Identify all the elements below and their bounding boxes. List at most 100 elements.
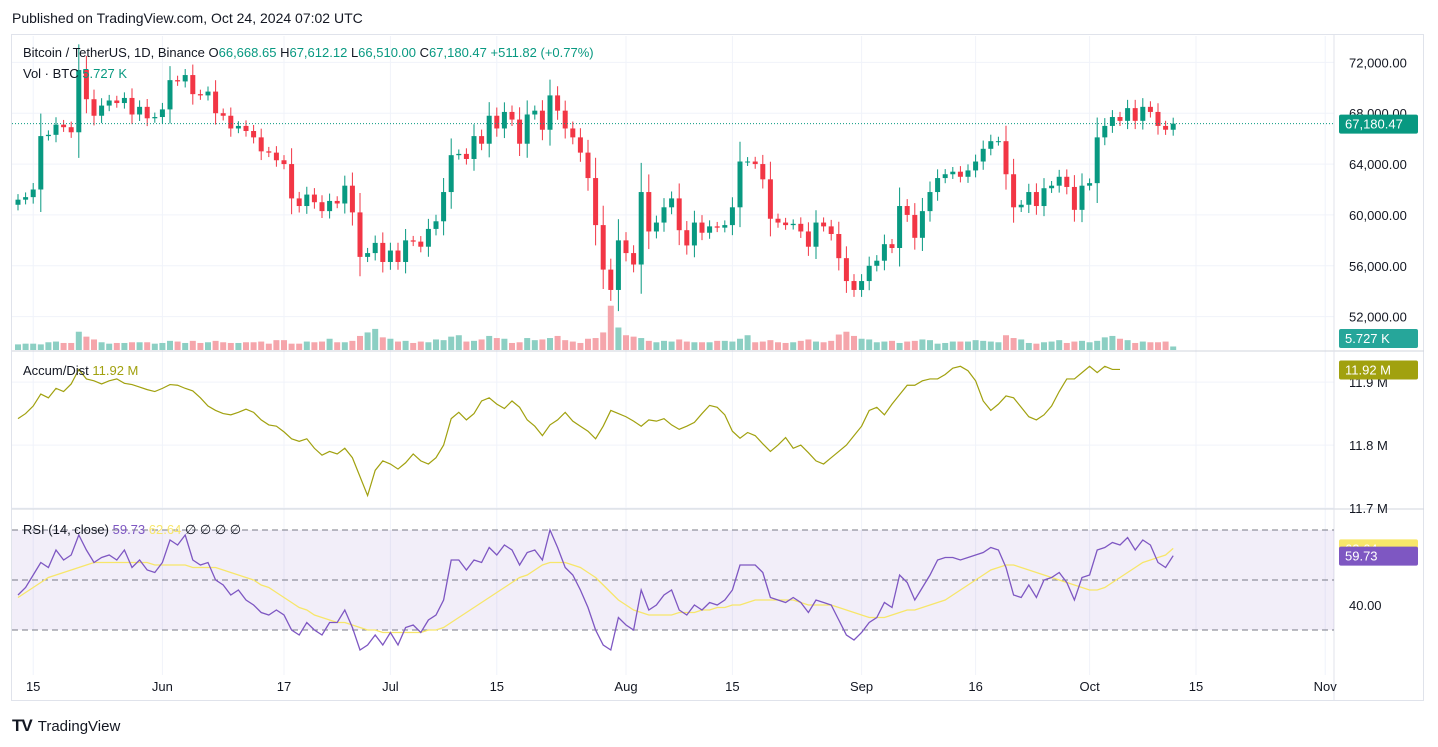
candle-body xyxy=(190,75,196,95)
candle-body xyxy=(152,117,158,119)
rsi-axis-label: 40.00 xyxy=(1349,598,1382,613)
volume-bar xyxy=(767,340,774,350)
close-value: 67,180.47 xyxy=(429,45,487,60)
candle-body xyxy=(783,222,789,226)
candle-body xyxy=(304,194,310,207)
volume-bar xyxy=(129,342,135,350)
volume-bar xyxy=(1094,340,1101,350)
candle-body xyxy=(608,269,614,290)
rsi-tag: 59.73 xyxy=(1345,549,1378,564)
candle-body xyxy=(319,202,325,212)
candle-body xyxy=(1026,192,1032,205)
candle-body xyxy=(266,151,272,153)
volume-bar xyxy=(1162,341,1169,350)
candle-body xyxy=(942,174,948,179)
volume-bar xyxy=(265,343,272,350)
candle-body xyxy=(691,222,697,246)
volume-bar xyxy=(478,339,485,350)
candle-body xyxy=(38,136,44,190)
candle-body xyxy=(790,223,796,226)
volume-bar xyxy=(75,331,82,350)
volume-bar xyxy=(539,339,546,350)
volume-legend: Vol · BTC 5.727 K xyxy=(23,66,127,81)
candle-body xyxy=(1087,183,1093,186)
volume-bar xyxy=(288,343,295,350)
candle-body xyxy=(1094,137,1100,184)
candle-body xyxy=(213,91,219,114)
candle-body xyxy=(775,218,781,223)
volume-bar xyxy=(410,342,417,350)
volume-bar xyxy=(326,338,333,350)
volume-bar xyxy=(866,339,873,350)
volume-label[interactable]: Vol · BTC xyxy=(23,66,79,81)
volume-bar xyxy=(220,342,227,350)
candle-body xyxy=(912,214,918,238)
volume-bar xyxy=(744,335,751,350)
volume-bar xyxy=(1132,342,1139,350)
candle-body xyxy=(866,265,872,282)
candle-body xyxy=(638,192,644,265)
candle-body xyxy=(235,125,241,129)
ad-label[interactable]: Accum/Dist xyxy=(23,363,89,378)
candle-body xyxy=(15,199,21,205)
volume-bar xyxy=(197,342,204,350)
candle-body xyxy=(1011,174,1017,208)
candle-body xyxy=(349,185,355,213)
candle-body xyxy=(1170,123,1176,130)
candle-body xyxy=(532,110,538,115)
volume-bar xyxy=(752,342,759,350)
candle-body xyxy=(851,281,857,290)
candle-body xyxy=(251,131,257,138)
volume-bar xyxy=(896,342,903,350)
ad-tag-bg xyxy=(1339,360,1418,380)
candle-body xyxy=(957,171,963,177)
volume-bar xyxy=(486,335,493,350)
volume-bar xyxy=(1071,341,1078,350)
chart-frame[interactable] xyxy=(11,34,1424,701)
change-value: +511.82 (+0.77%) xyxy=(490,45,594,60)
candle-body xyxy=(752,161,758,165)
candle-body xyxy=(365,253,371,257)
time-axis-label: Sep xyxy=(850,679,873,694)
volume-bar xyxy=(425,342,432,350)
volume-bar xyxy=(349,340,356,350)
volume-bar xyxy=(889,340,895,350)
candle-body xyxy=(387,250,393,262)
volume-bar xyxy=(30,343,37,350)
candle-body xyxy=(137,106,143,115)
candle-body xyxy=(555,95,561,111)
candle-body xyxy=(486,115,492,144)
volume-bar xyxy=(547,338,553,350)
candle-body xyxy=(904,206,910,215)
volume-bar xyxy=(577,342,584,350)
candle-body xyxy=(737,161,743,208)
volume-bar xyxy=(91,339,97,350)
footer-brand[interactable]: TV TradingView xyxy=(12,716,120,736)
candle-body xyxy=(30,189,36,198)
candle-body xyxy=(950,171,956,175)
volume-bar xyxy=(790,342,797,350)
rsi-label[interactable]: RSI (14, close) xyxy=(23,522,109,537)
candle-body xyxy=(342,185,348,204)
volume-bar xyxy=(334,342,341,350)
volume-bar xyxy=(440,340,447,350)
time-axis-label: 17 xyxy=(277,679,291,694)
volume-bar xyxy=(258,341,265,350)
candle-body xyxy=(403,240,409,262)
volume-bar xyxy=(106,343,113,350)
volume-bar xyxy=(691,342,698,350)
high-value: 67,612.12 xyxy=(289,45,348,60)
volume-bar xyxy=(1018,339,1025,350)
candle-body xyxy=(121,97,127,104)
symbol-title[interactable]: Bitcoin / TetherUS, 1D, Binance xyxy=(23,45,205,60)
volume-bar xyxy=(585,338,591,350)
volume-bar xyxy=(273,340,280,350)
volume-bar xyxy=(1048,341,1055,350)
candle-body xyxy=(1049,185,1055,189)
candle-body xyxy=(646,192,652,232)
price-axis-label: 64,000.00 xyxy=(1349,157,1407,172)
candle-body xyxy=(676,198,682,231)
low-label: L xyxy=(350,45,359,60)
volume-bar xyxy=(402,340,409,350)
